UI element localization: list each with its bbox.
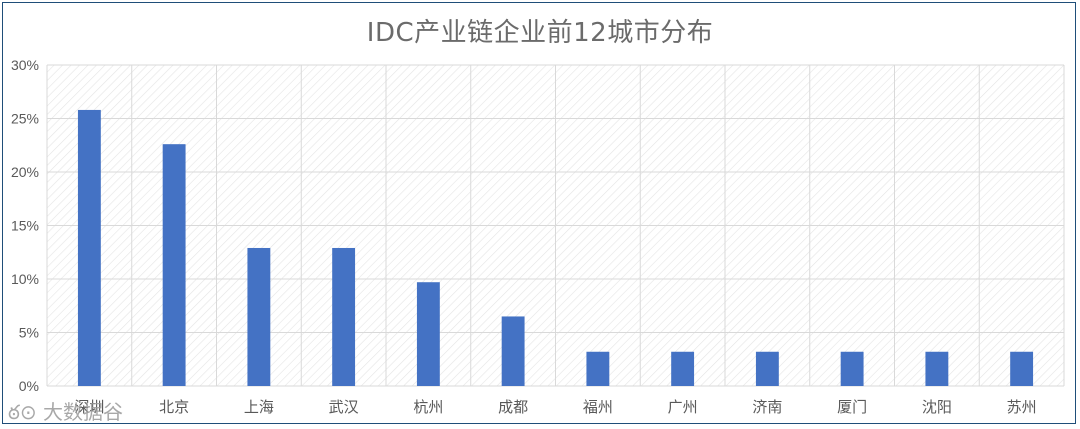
bar-福州 bbox=[586, 351, 610, 386]
x-tick-label: 济南 bbox=[752, 398, 782, 416]
x-tick-label: 成都 bbox=[498, 398, 528, 416]
bar-深圳 bbox=[77, 109, 101, 386]
x-tick-label: 武汉 bbox=[329, 398, 359, 416]
x-tick-label: 苏州 bbox=[1007, 398, 1037, 416]
x-tick-label: 深圳 bbox=[74, 398, 104, 416]
y-tick-label: 0% bbox=[19, 378, 39, 394]
x-tick-label: 杭州 bbox=[413, 398, 443, 416]
watermark-logo: ఠ⊙ 大数据谷 bbox=[8, 396, 123, 429]
y-tick-label: 25% bbox=[11, 111, 39, 127]
y-tick-label: 15% bbox=[11, 218, 39, 234]
x-tick-label: 厦门 bbox=[837, 398, 867, 416]
bar-北京 bbox=[162, 144, 186, 386]
x-axis-labels: 深圳 北京 上海 武汉 杭州 成都 福州 广州 济南 厦门 沈阳 苏州 bbox=[74, 398, 1036, 416]
bar-厦门 bbox=[840, 351, 864, 386]
chart-title: IDC产业链企业前12城市分布 bbox=[366, 18, 714, 48]
watermark-icon: ఠ⊙ bbox=[8, 400, 37, 424]
bar-杭州 bbox=[416, 282, 440, 386]
x-tick-label: 上海 bbox=[244, 398, 274, 416]
x-tick-label: 北京 bbox=[159, 398, 189, 416]
y-tick-label: 20% bbox=[11, 164, 39, 180]
x-tick-label: 广州 bbox=[668, 398, 698, 416]
x-tick-label: 沈阳 bbox=[922, 398, 952, 416]
bar-上海 bbox=[247, 247, 271, 386]
y-tick-label: 30% bbox=[11, 57, 39, 73]
bar-苏州 bbox=[1010, 351, 1034, 386]
grid-lines bbox=[46, 64, 1065, 387]
y-axis-labels: 0% 5% 10% 15% 20% 25% 30% bbox=[11, 57, 39, 394]
bar-成都 bbox=[501, 316, 525, 386]
y-tick-label: 10% bbox=[11, 271, 39, 287]
bar-武汉 bbox=[332, 247, 356, 386]
bar-广州 bbox=[671, 351, 695, 386]
y-tick-label: 5% bbox=[19, 325, 39, 341]
x-tick-label: 福州 bbox=[583, 398, 613, 416]
watermark-text: 大数据谷 bbox=[42, 400, 123, 424]
bar-济南 bbox=[755, 351, 779, 386]
bar-沈阳 bbox=[925, 351, 949, 386]
bars bbox=[77, 109, 1034, 386]
